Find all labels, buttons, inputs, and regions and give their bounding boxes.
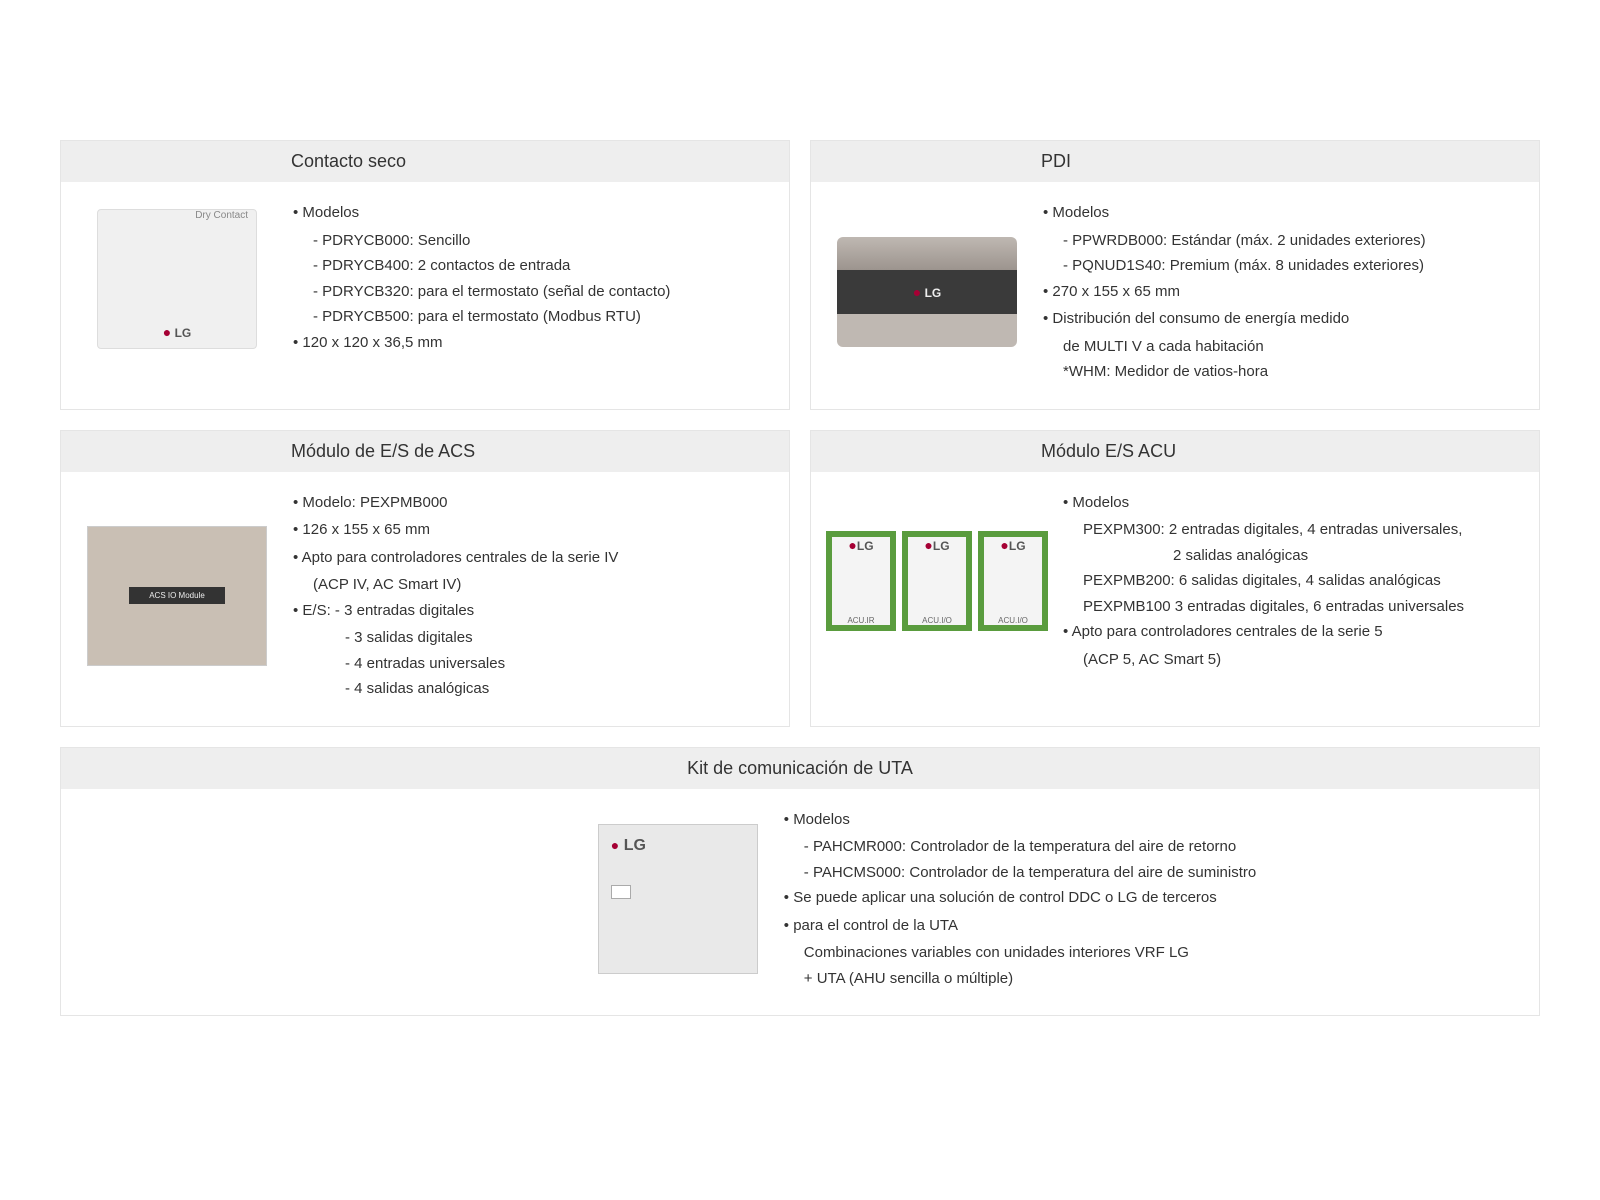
model-item: PDRYCB000: Sencillo xyxy=(313,228,670,254)
acu-unit: ●LGACU.IR xyxy=(826,531,896,631)
product-image-placeholder: ●LGACU.IR ●LGACU.I/O ●LGACU.I/O xyxy=(826,531,1048,631)
card-title: Módulo E/S ACU xyxy=(811,431,1539,472)
model-item: PEXPM300: 2 entradas digitales, 4 entrad… xyxy=(1083,517,1464,543)
distribution-text-2: de MULTI V a cada habitación xyxy=(1063,334,1426,360)
card-content: Modelos PEXPM300: 2 entradas digitales, … xyxy=(1063,490,1464,673)
es-item: 4 entradas universales xyxy=(345,651,618,677)
model-item-cont: 2 salidas analógicas xyxy=(1083,543,1464,569)
es-item: 4 salidas analógicas xyxy=(345,676,618,702)
thumb-uta: ● LG xyxy=(588,807,768,992)
acu-unit: ●LGACU.I/O xyxy=(902,531,972,631)
card-content: Modelos PDRYCB000: Sencillo PDRYCB400: 2… xyxy=(293,200,670,357)
product-image-placeholder: ACS IO Module xyxy=(87,526,267,666)
model-item: PEXPMB100 3 entradas digitales, 6 entrad… xyxy=(1083,594,1464,620)
models-label: Modelos xyxy=(1063,490,1464,516)
lg-logo: ● LG xyxy=(611,837,646,855)
card-content: Modelos PAHCMR000: Controlador de la tem… xyxy=(784,807,1256,992)
dimensions: 126 x 155 x 65 mm xyxy=(293,517,618,543)
bullet-text: + UTA (AHU sencilla o múltiple) xyxy=(804,966,1256,992)
apt-text-2: (ACP 5, AC Smart 5) xyxy=(1083,647,1464,673)
card-content: Modelo: PEXPMB000 126 x 155 x 65 mm Apto… xyxy=(293,490,618,702)
distribution-text: Distribución del consumo de energía medi… xyxy=(1043,306,1426,332)
card-dry-contact: Contacto seco Dry Contact ● LG Modelos P… xyxy=(60,140,790,410)
switch-icon xyxy=(611,885,631,899)
card-title: Módulo de E/S de ACS xyxy=(61,431,789,472)
product-image-placeholder: ● LG xyxy=(837,237,1017,347)
model-item: PDRYCB400: 2 contactos de entrada xyxy=(313,253,670,279)
card-title: Kit de comunicación de UTA xyxy=(61,748,1539,789)
thumb-label: ACS IO Module xyxy=(129,587,225,604)
es-label: E/S: - 3 entradas digitales xyxy=(293,598,618,624)
model-item: PDRYCB500: para el termostato (Modbus RT… xyxy=(313,304,670,330)
lg-logo: ● LG xyxy=(163,324,191,340)
card-acu-io: Módulo E/S ACU ●LGACU.IR ●LGACU.I/O ●LGA… xyxy=(810,430,1540,727)
thumb-top-label: Dry Contact xyxy=(195,210,248,221)
bullet-text: Se puede aplicar una solución de control… xyxy=(784,885,1256,911)
model-item: PDRYCB320: para el termostato (señal de … xyxy=(313,279,670,305)
model: Modelo: PEXPMB000 xyxy=(293,490,618,516)
product-image-placeholder: Dry Contact ● LG xyxy=(97,209,257,349)
card-title: PDI xyxy=(811,141,1539,182)
bullet-text: para el control de la UTA xyxy=(784,913,1256,939)
bullet-text: Combinaciones variables con unidades int… xyxy=(804,940,1256,966)
product-image-placeholder: ● LG xyxy=(598,824,758,974)
card-pdi: PDI ● LG Modelos PPWRDB000: Estándar (má… xyxy=(810,140,1540,410)
models-label: Modelos xyxy=(293,200,670,226)
whm-note: *WHM: Medidor de vatios-hora xyxy=(1063,359,1426,385)
es-item: 3 salidas digitales xyxy=(345,625,618,651)
models-label: Modelos xyxy=(784,807,1256,833)
product-card-grid: Contacto seco Dry Contact ● LG Modelos P… xyxy=(60,140,1540,1016)
card-acs-io: Módulo de E/S de ACS ACS IO Module Model… xyxy=(60,430,790,727)
card-uta-kit: Kit de comunicación de UTA ● LG Modelos … xyxy=(60,747,1540,1017)
model-item: PEXPMB200: 6 salidas digitales, 4 salida… xyxy=(1083,568,1464,594)
dimensions: 270 x 155 x 65 mm xyxy=(1043,279,1426,305)
apt-text: Apto para controladores centrales de la … xyxy=(1063,619,1464,645)
models-label: Modelos xyxy=(1043,200,1426,226)
acu-unit: ●LGACU.I/O xyxy=(978,531,1048,631)
lg-logo: ● LG xyxy=(913,284,941,300)
dimensions: 120 x 120 x 36,5 mm xyxy=(293,330,670,356)
apt-text-2: (ACP IV, AC Smart IV) xyxy=(313,572,618,598)
apt-text: Apto para controladores centrales de la … xyxy=(293,545,618,571)
card-title: Contacto seco xyxy=(61,141,789,182)
thumb-acu: ●LGACU.IR ●LGACU.I/O ●LGACU.I/O xyxy=(827,490,1047,673)
card-content: Modelos PPWRDB000: Estándar (máx. 2 unid… xyxy=(1043,200,1426,385)
model-item: PPWRDB000: Estándar (máx. 2 unidades ext… xyxy=(1063,228,1426,254)
model-item: PAHCMR000: Controlador de la temperatura… xyxy=(804,834,1256,860)
model-item: PAHCMS000: Controlador de la temperatura… xyxy=(804,860,1256,886)
thumb-pdi: ● LG xyxy=(827,200,1027,385)
model-item: PQNUD1S40: Premium (máx. 8 unidades exte… xyxy=(1063,253,1426,279)
thumb-acs: ACS IO Module xyxy=(77,490,277,702)
thumb-dry-contact: Dry Contact ● LG xyxy=(77,200,277,357)
